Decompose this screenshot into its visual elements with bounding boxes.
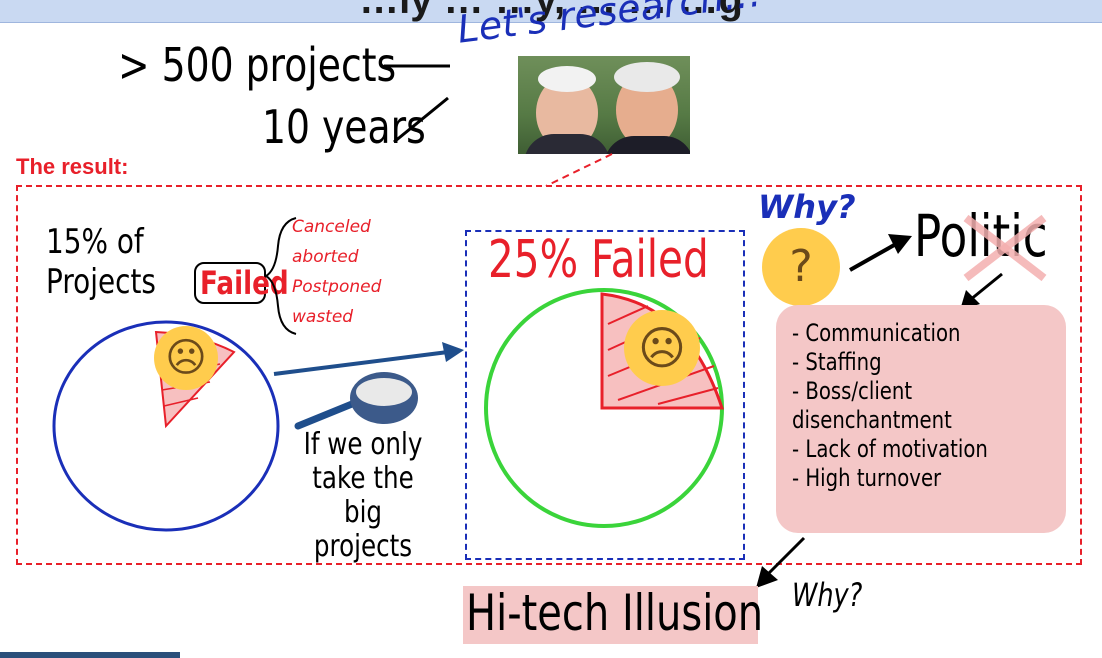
sieve-icon: [294, 372, 418, 430]
cause-item: - Boss/client: [792, 377, 913, 405]
projects-count: > 500 projects: [118, 38, 397, 92]
failed-badge: Failed: [194, 262, 289, 304]
crying-face-emoji: ☹: [624, 310, 700, 386]
cause-item: - Staffing: [792, 348, 882, 376]
filter-caption-line: If we only: [303, 427, 423, 462]
left-percent-text: 15% of: [46, 222, 144, 262]
reason-postponed: Postponed: [292, 277, 382, 297]
politic-cross: [963, 214, 1047, 282]
filter-caption-line: take the big: [312, 461, 414, 530]
middle-pie: [484, 288, 725, 528]
why-top: Why?: [758, 188, 856, 226]
illusion-highlight: [463, 586, 758, 644]
illusion-label: Hi-tech Illusion: [466, 584, 764, 642]
thinking-face-emoji: ?: [762, 228, 840, 306]
header-title: …ly … …y, … … …g: [359, 0, 743, 22]
photo-pointer: [545, 153, 613, 187]
reasons-list: Canceled aborted Postponed wasted: [292, 212, 381, 332]
cause-item: - Lack of motivation: [792, 435, 988, 463]
left-projects-text: Projects: [46, 262, 156, 302]
why-bottom: Why?: [792, 576, 863, 614]
reasons-brace: [264, 217, 297, 335]
cause-item: - High turnover: [792, 464, 942, 492]
reason-canceled: Canceled: [292, 217, 371, 237]
result-box: [16, 185, 1082, 565]
middle-failed-pct: 25% Failed: [488, 230, 709, 290]
reason-wasted: wasted: [292, 307, 354, 327]
filter-caption: If we only take the big projects: [302, 428, 425, 564]
cause-item: - Communication: [792, 319, 961, 347]
header-band: …ly … …y, … … …g: [0, 0, 1102, 23]
filter-caption-line: projects: [313, 529, 413, 564]
big-projects-box: [465, 230, 745, 560]
failed-badge-text: Failed: [200, 264, 289, 302]
causes-box: - Communication - Staffing - Boss/client…: [776, 305, 1066, 533]
connector-lines: [384, 64, 450, 144]
research-note: Let's research..!: [455, 0, 766, 52]
reason-aborted: aborted: [292, 247, 359, 267]
arrow-to-illusion: [756, 536, 806, 588]
footer-bar: [0, 652, 180, 658]
cause-item: disenchantment: [792, 406, 952, 434]
years-count: 10 years: [262, 100, 426, 154]
arrow-to-politic: [849, 234, 912, 272]
arrow-right: [273, 342, 464, 376]
result-label: The result:: [16, 154, 129, 179]
sad-face-emoji: ☹: [154, 326, 218, 390]
researchers-photo: [518, 56, 690, 154]
